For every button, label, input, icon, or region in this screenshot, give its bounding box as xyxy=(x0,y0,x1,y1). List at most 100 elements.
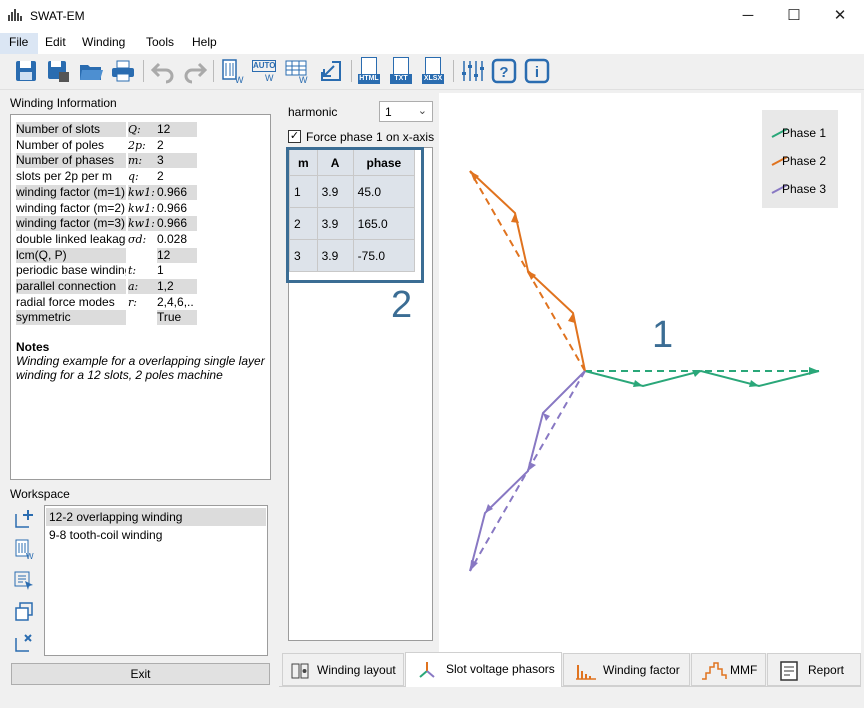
info-symbol: m: xyxy=(128,153,158,169)
table-cell[interactable]: 3.9 xyxy=(316,175,354,208)
table-header-a: A xyxy=(316,149,354,176)
bar-chart-icon xyxy=(576,665,596,680)
table-highlight-box xyxy=(286,147,424,283)
add-winding-icon[interactable] xyxy=(13,508,35,530)
info-value: 3 xyxy=(157,153,197,169)
tab-mmf[interactable]: MMF xyxy=(691,653,766,686)
table-cell[interactable]: 45.0 xyxy=(352,175,416,208)
svg-text:W: W xyxy=(235,75,244,84)
winding-info-panel xyxy=(10,114,271,480)
info-value: 2,4,6,.. xyxy=(157,294,194,309)
harmonic-select[interactable]: 1 ⌄ xyxy=(379,101,433,122)
open-folder-icon[interactable] xyxy=(78,58,104,84)
info-label: slots per 2p per m xyxy=(16,169,113,184)
tab-label: Winding factor xyxy=(603,663,680,677)
info-label: winding factor (m=1) xyxy=(16,184,126,200)
info-symbol: q: xyxy=(128,170,139,184)
define-winding-icon[interactable]: W xyxy=(220,58,246,84)
info-symbol: a: xyxy=(128,279,158,294)
table-cell[interactable]: 1 xyxy=(289,175,318,208)
select-winding-icon[interactable] xyxy=(13,570,35,592)
tab-winding-layout[interactable]: Winding layout xyxy=(282,653,404,686)
info-symbol: r: xyxy=(128,295,137,309)
table-cell[interactable]: 3 xyxy=(289,239,318,272)
exit-button[interactable]: Exit xyxy=(11,663,270,685)
maximize-button[interactable]: ☐ xyxy=(787,7,801,24)
force-phase-checkbox[interactable]: ✓ xyxy=(288,130,301,143)
export-xlsx-icon[interactable]: XLSX xyxy=(422,57,444,85)
edit-winding-icon[interactable]: W xyxy=(13,538,35,560)
copy-winding-icon[interactable] xyxy=(13,601,35,623)
table-winding-icon[interactable]: W xyxy=(284,58,310,84)
notes-line-2: winding for a 12 slots, 2 poles machine xyxy=(16,368,223,382)
table-cell[interactable]: 3.9 xyxy=(316,207,354,240)
app-logo-icon xyxy=(8,9,22,21)
tab-report[interactable]: Report xyxy=(767,653,861,686)
info-label: Number of phases xyxy=(16,153,126,169)
delete-winding-icon[interactable] xyxy=(13,632,35,654)
info-value: 0.966 xyxy=(157,184,197,200)
winding-layout-icon xyxy=(291,663,309,679)
menu-bar xyxy=(0,32,864,54)
menu-tools[interactable]: Tools xyxy=(146,35,175,49)
save-as-icon[interactable] xyxy=(45,58,71,84)
help-icon[interactable]: ? xyxy=(491,58,517,84)
info-value: 2 xyxy=(157,169,164,184)
print-icon[interactable] xyxy=(110,58,136,84)
info-icon[interactable]: i xyxy=(524,58,550,84)
auto-winding-icon[interactable]: AUTO W xyxy=(251,58,277,84)
table-cell[interactable]: -75.0 xyxy=(352,239,416,272)
info-symbol: σd: xyxy=(128,232,147,246)
svg-text:W: W xyxy=(299,75,308,84)
menu-help[interactable]: Help xyxy=(192,35,217,49)
save-icon[interactable] xyxy=(13,58,39,84)
svg-text:W: W xyxy=(26,552,34,560)
info-label: winding factor (m=3) xyxy=(16,216,126,232)
info-value: 0.966 xyxy=(157,200,188,215)
info-value: 1 xyxy=(157,263,164,278)
table-cell[interactable]: 3.9 xyxy=(316,239,354,272)
info-value: 0.028 xyxy=(157,231,188,246)
import-icon[interactable] xyxy=(318,58,344,84)
info-label: winding factor (m=2) xyxy=(16,200,126,215)
settings-sliders-icon[interactable] xyxy=(459,58,485,84)
notes-title: Notes xyxy=(16,340,50,354)
export-html-icon[interactable]: HTML xyxy=(358,57,380,85)
phase-table: m A phase 1 3.9 45.0 2 3.9 165.0 3 3.9 -… xyxy=(289,149,416,272)
workspace-item[interactable]: 9-8 tooth-coil winding xyxy=(49,528,163,542)
export-txt-icon[interactable]: TXT xyxy=(390,57,412,85)
legend-label-phase-1: Phase 1 xyxy=(782,126,826,140)
redo-icon[interactable] xyxy=(182,58,208,84)
phasors-icon xyxy=(419,662,435,678)
info-label: parallel connection xyxy=(16,279,126,294)
svg-text:i: i xyxy=(535,64,539,81)
info-label: symmetric xyxy=(16,310,126,326)
phase-1-phasors xyxy=(584,369,820,388)
undo-icon[interactable] xyxy=(150,58,176,84)
info-label: radial force modes xyxy=(16,294,115,309)
menu-edit[interactable]: Edit xyxy=(45,35,66,49)
table-cell[interactable]: 165.0 xyxy=(352,207,416,240)
toolbar-separator xyxy=(453,60,454,82)
xlsx-label: XLSX xyxy=(422,74,444,84)
info-label: Number of poles xyxy=(16,137,105,152)
table-cell[interactable]: 2 xyxy=(289,207,318,240)
menu-winding[interactable]: Winding xyxy=(82,35,126,49)
info-symbol: Q: xyxy=(128,122,158,137)
info-symbol: kw1: xyxy=(128,184,158,200)
phase-3-resultant xyxy=(469,370,586,572)
legend-line-phase-1 xyxy=(771,128,788,138)
minimize-button[interactable]: ─ xyxy=(742,7,754,24)
workspace-item-selected[interactable]: 12-2 overlapping winding xyxy=(46,508,266,526)
force-phase-label: Force phase 1 on x-axis xyxy=(306,130,435,144)
tab-winding-factor[interactable]: Winding factor xyxy=(563,653,690,686)
toolbar-separator xyxy=(351,60,352,82)
menu-file-highlight xyxy=(0,33,38,54)
info-label: periodic base winding xyxy=(16,263,126,278)
info-value: 0.966 xyxy=(157,216,197,232)
close-button[interactable]: ✕ xyxy=(833,7,847,24)
tab-slot-voltage-phasors[interactable]: Slot voltage phasors xyxy=(405,652,562,687)
tab-label: MMF xyxy=(730,663,758,677)
menu-file[interactable]: File xyxy=(9,35,29,49)
info-symbol: kw1: xyxy=(128,201,155,215)
